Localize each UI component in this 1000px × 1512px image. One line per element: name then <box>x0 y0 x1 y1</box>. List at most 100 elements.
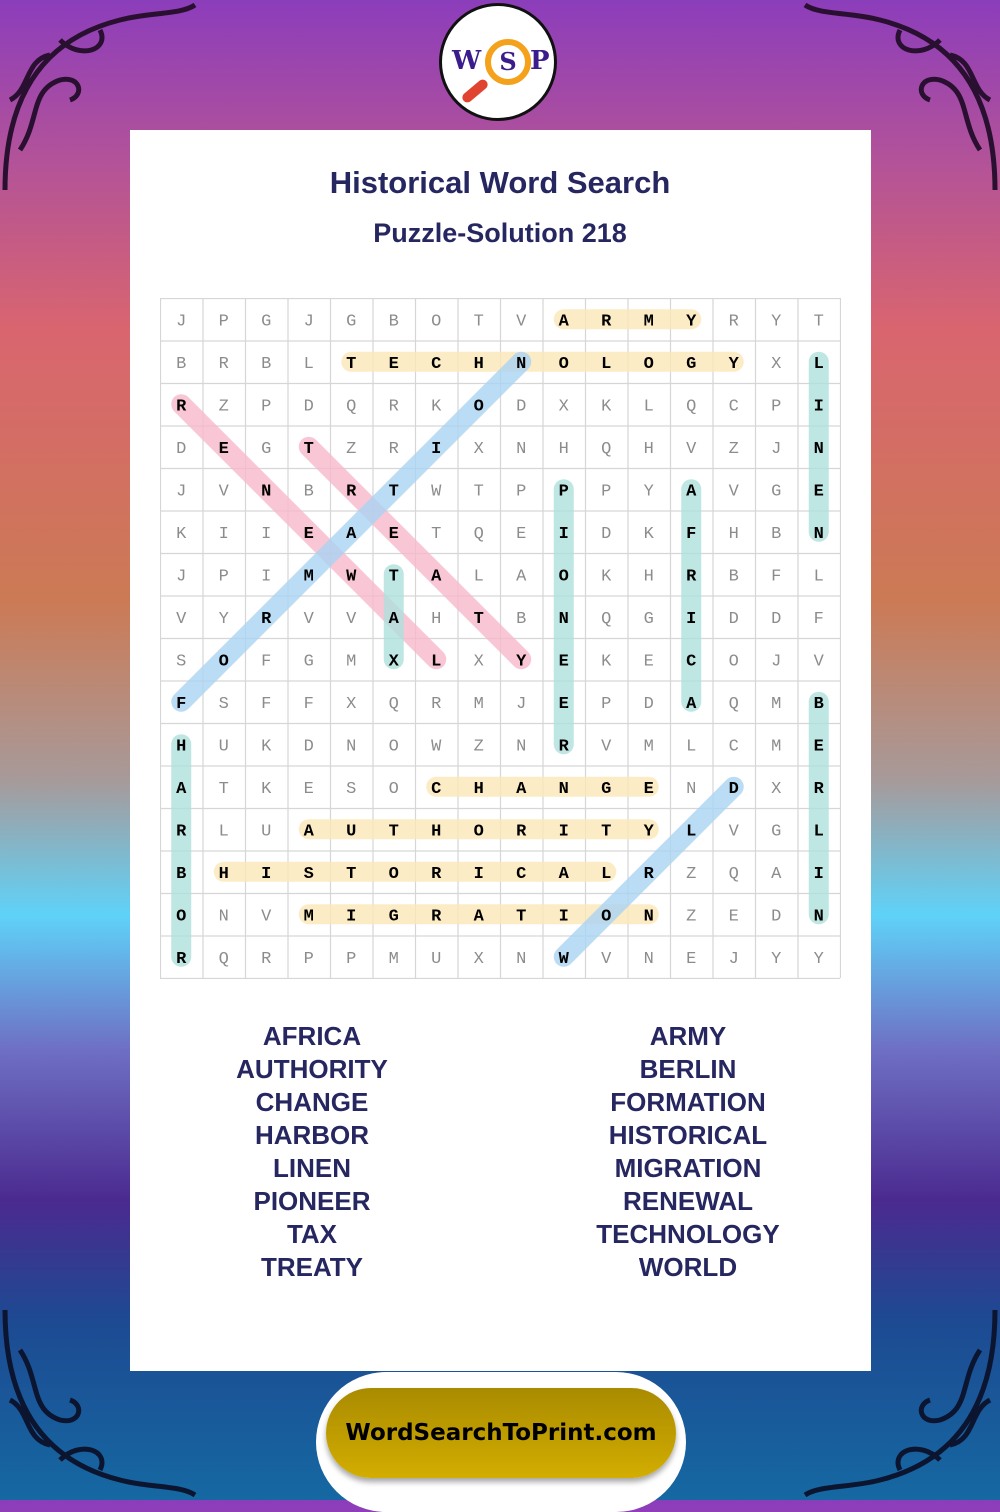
grid-cell: P <box>601 482 611 501</box>
grid-cell: V <box>219 482 230 501</box>
grid-cell: T <box>389 822 399 841</box>
grid-cell: Q <box>389 695 399 714</box>
grid-cell: E <box>304 780 314 799</box>
grid-cell: H <box>559 440 569 459</box>
grid-cell: T <box>304 440 314 459</box>
word-search-grid: J P G J G B O T V A R M Y R Y T B R B L T E C H N O L O G Y X L R Z P D Q R K O… <box>160 298 841 979</box>
grid-cell: N <box>686 780 696 799</box>
magnifier-icon: S <box>485 39 531 85</box>
grid-cell: P <box>261 397 271 416</box>
grid-cell: D <box>644 695 654 714</box>
highlight-world <box>553 776 744 967</box>
grid-cell: A <box>304 822 315 841</box>
logo-letter-s: S <box>499 47 517 76</box>
grid-cell: I <box>261 567 271 586</box>
grid-cell: O <box>559 355 569 374</box>
grid-cell: N <box>559 610 569 629</box>
grid-cell: Q <box>729 695 739 714</box>
grid-cell: D <box>601 525 611 544</box>
grid-cell: E <box>389 355 399 374</box>
grid-cell: P <box>304 950 314 969</box>
grid-cell: E <box>219 440 229 459</box>
grid-cell: G <box>304 652 314 671</box>
grid-cell: Q <box>474 525 484 544</box>
grid-cell: C <box>431 780 441 799</box>
grid-cell: V <box>729 482 740 501</box>
corner-ornament-top-right <box>803 2 998 191</box>
grid-cell: A <box>686 695 697 714</box>
grid-cell: F <box>814 610 824 629</box>
grid-cell: D <box>176 440 186 459</box>
grid-cell: M <box>771 737 781 756</box>
grid-cell: I <box>814 865 824 884</box>
grid-cell: M <box>644 312 654 331</box>
grid-cell: Y <box>771 950 781 969</box>
grid-cell: V <box>516 312 527 331</box>
word-list-item: BERLIN <box>639 1054 737 1084</box>
grid-cell: V <box>261 907 272 926</box>
grid-cell: W <box>559 950 570 969</box>
grid-cell: P <box>346 950 356 969</box>
grid-cell: T <box>474 312 484 331</box>
grid-cell: K <box>601 397 612 416</box>
grid-cell: M <box>304 567 314 586</box>
grid-cell: I <box>559 525 569 544</box>
grid-cell: I <box>559 822 569 841</box>
grid-cell: N <box>814 440 824 459</box>
grid-cell: L <box>601 355 611 374</box>
grid-cell: R <box>814 780 825 799</box>
grid-cell: E <box>304 525 314 544</box>
logo-letter-w: W <box>452 46 482 76</box>
grid-cell: R <box>346 482 357 501</box>
grid-cell: N <box>644 950 654 969</box>
grid-cell: C <box>729 737 739 756</box>
grid-cell: O <box>389 865 399 884</box>
grid-cell: B <box>729 567 739 586</box>
grid-cell: D <box>304 397 314 416</box>
grid-cell: R <box>431 907 442 926</box>
grid-cell: X <box>389 652 400 671</box>
grid-cell: O <box>389 780 399 799</box>
grid-cell: N <box>516 440 526 459</box>
grid-cell: I <box>261 525 271 544</box>
grid-cell: T <box>474 482 484 501</box>
grid-cell: L <box>686 822 696 841</box>
grid-cell: G <box>346 312 356 331</box>
grid-cell: P <box>559 482 569 501</box>
grid-cell: S <box>346 780 356 799</box>
magnifier-handle-icon <box>460 77 490 105</box>
grid-cell: X <box>346 695 356 714</box>
website-link-button[interactable]: WordSearchToPrint.com <box>326 1388 676 1478</box>
grid-cell: L <box>474 567 484 586</box>
grid-cell: P <box>601 695 611 714</box>
grid-cell: W <box>431 737 442 756</box>
grid-cell: E <box>559 652 569 671</box>
grid-cell: B <box>304 482 314 501</box>
grid-cell: E <box>729 907 739 926</box>
grid-cell: N <box>261 482 271 501</box>
word-list-item: ARMY <box>649 1021 727 1051</box>
grid-cell: F <box>686 525 696 544</box>
grid-cell: R <box>176 397 187 416</box>
word-list-item: HARBOR <box>254 1120 370 1150</box>
grid-cell: Z <box>346 440 356 459</box>
grid-cell: U <box>346 822 356 841</box>
grid-cell: O <box>601 907 611 926</box>
grid-cell: R <box>431 695 441 714</box>
grid-cell: Y <box>219 610 229 629</box>
word-list-item: WORLD <box>638 1252 738 1282</box>
grid-cell: B <box>261 355 271 374</box>
grid-cell: N <box>516 355 526 374</box>
grid-cell: L <box>686 737 696 756</box>
grid-cell: A <box>771 865 782 884</box>
grid-cell: D <box>304 737 314 756</box>
grid-cell: X <box>771 780 781 799</box>
grid-cell: R <box>431 865 442 884</box>
grid-cell: Y <box>814 950 824 969</box>
grid-cell: X <box>559 397 569 416</box>
grid-cell: I <box>814 397 824 416</box>
grid-cell: K <box>601 567 612 586</box>
grid-cell: A <box>346 525 357 544</box>
grid-cell: E <box>516 525 526 544</box>
grid-cell: P <box>771 397 781 416</box>
